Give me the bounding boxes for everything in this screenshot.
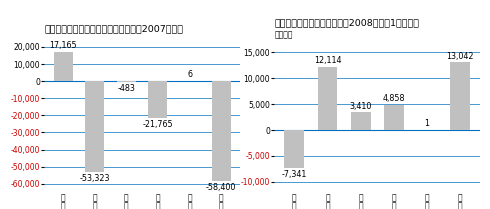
Bar	[53, 52, 73, 81]
Text: （億円）: （億円）	[274, 31, 293, 40]
Text: -58,400: -58,400	[206, 183, 236, 192]
Text: -53,323: -53,323	[79, 174, 110, 183]
Text: （億円）市場運用分の資産別収益額（2007年度）: （億円）市場運用分の資産別収益額（2007年度）	[44, 24, 183, 33]
Text: 3,410: 3,410	[349, 102, 372, 111]
Text: 1: 1	[425, 119, 430, 128]
Text: -21,765: -21,765	[143, 120, 173, 129]
Text: 13,042: 13,042	[446, 52, 474, 61]
Bar	[85, 81, 104, 172]
Bar	[384, 105, 404, 130]
Text: 市場運用分の資産別収益額（2008年度第1四半期）: 市場運用分の資産別収益額（2008年度第1四半期）	[274, 18, 419, 27]
Bar	[284, 130, 304, 168]
Text: 4,858: 4,858	[383, 94, 405, 103]
Bar	[148, 81, 168, 118]
Bar	[212, 81, 231, 181]
Bar	[318, 67, 338, 130]
Text: 17,165: 17,165	[49, 41, 77, 50]
Text: -483: -483	[118, 84, 135, 93]
Bar	[351, 112, 370, 130]
Text: -7,341: -7,341	[282, 170, 307, 179]
Bar	[117, 81, 136, 82]
Text: 6: 6	[187, 70, 192, 79]
Text: 12,114: 12,114	[314, 56, 341, 65]
Bar	[450, 62, 470, 130]
